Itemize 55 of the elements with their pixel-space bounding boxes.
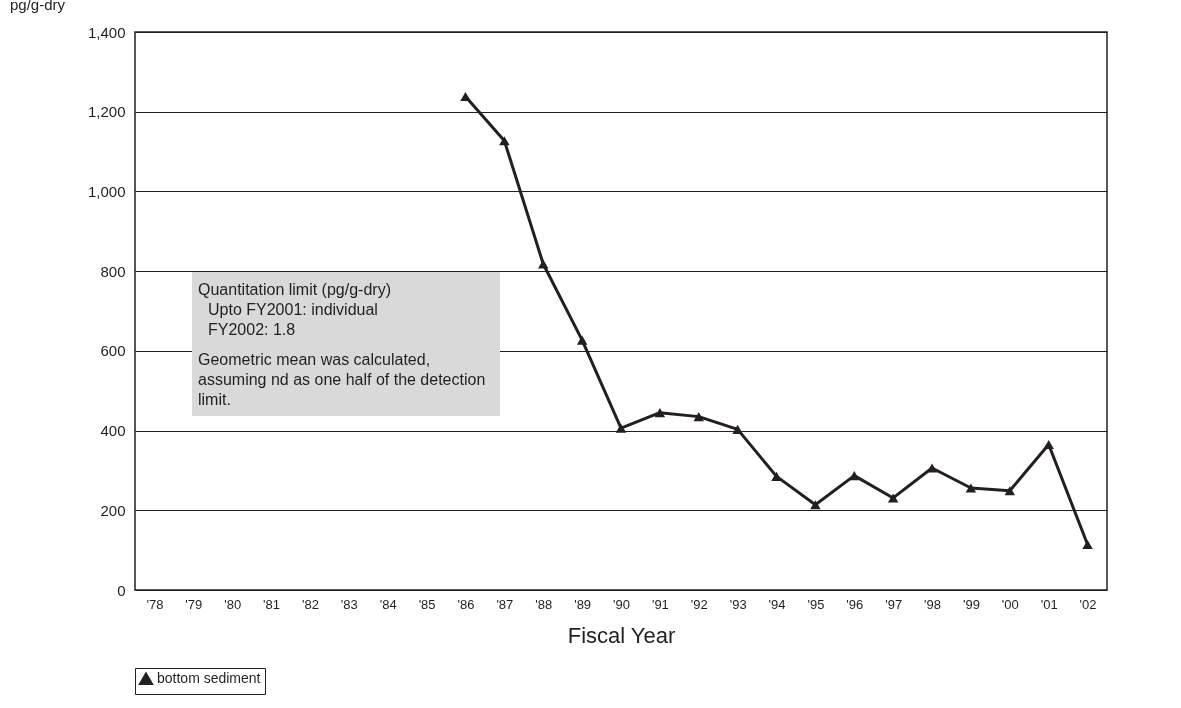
x-tick-label: '78 bbox=[146, 596, 164, 612]
point bbox=[654, 408, 666, 418]
y-tick-label: 1,400 bbox=[87, 23, 126, 41]
x-tick-label: '93 bbox=[729, 596, 747, 612]
point bbox=[732, 424, 743, 434]
x-tick-label: '88 bbox=[535, 596, 553, 612]
x-tick-label: '96 bbox=[846, 596, 864, 612]
x-tick-label: '82 bbox=[301, 596, 319, 612]
legend-label: bottom sediment bbox=[157, 670, 261, 686]
point bbox=[810, 500, 821, 510]
x-tick-label: '90 bbox=[613, 596, 630, 612]
x-tick-label: '99 bbox=[962, 596, 980, 612]
annotation: Quantitation limit (pg/g-dry) bbox=[198, 280, 392, 300]
point bbox=[1043, 439, 1054, 450]
point bbox=[771, 471, 782, 481]
x-tick-label: '02 bbox=[1079, 596, 1097, 612]
y-tick-label: 0 bbox=[117, 581, 126, 599]
y-tick-label: 800 bbox=[100, 262, 126, 280]
x-tick-label: '01 bbox=[1040, 596, 1058, 612]
annotation: Upto FY2001: individual bbox=[207, 300, 379, 320]
x-tick-label: '98 bbox=[924, 596, 942, 612]
x-tick-label: '84 bbox=[379, 596, 397, 612]
point bbox=[576, 335, 588, 345]
annotation: FY2002: 1.8 bbox=[207, 320, 297, 340]
point bbox=[460, 92, 471, 102]
x-tick-label: '92 bbox=[690, 596, 708, 612]
x-tick-label: '91 bbox=[651, 596, 669, 612]
x-tick-label: '87 bbox=[496, 596, 514, 612]
y-tick-label: 400 bbox=[100, 422, 126, 440]
x-tick-label: '79 bbox=[185, 596, 203, 612]
point bbox=[693, 412, 704, 422]
y-tick-label: 1,200 bbox=[87, 103, 126, 121]
point bbox=[1082, 540, 1093, 550]
x-tick-label: '86 bbox=[457, 596, 475, 612]
x-tick-label: '85 bbox=[418, 596, 436, 612]
x-tick-label: '94 bbox=[768, 596, 786, 612]
point bbox=[615, 423, 627, 433]
point bbox=[538, 259, 549, 269]
point bbox=[499, 136, 510, 146]
x-tick-label: '83 bbox=[340, 596, 358, 612]
point bbox=[1004, 486, 1016, 496]
x-tick-label: '81 bbox=[263, 596, 281, 612]
annotation: Geometric mean was calculated, assuming nd as one half of the detection limit. bbox=[198, 350, 487, 410]
point bbox=[965, 483, 977, 493]
point bbox=[849, 471, 860, 481]
x-axis-title: Fiscal Year bbox=[567, 622, 676, 648]
x-tick-label: '95 bbox=[807, 596, 825, 612]
y-tick-label: 200 bbox=[100, 501, 126, 519]
x-tick-label: '97 bbox=[885, 596, 903, 612]
y-tick-label: 1,000 bbox=[87, 182, 126, 200]
y-tick-label: 600 bbox=[100, 342, 126, 360]
x-tick-label: '80 bbox=[224, 596, 242, 612]
point bbox=[887, 493, 899, 503]
x-tick-label: '89 bbox=[574, 596, 592, 612]
x-tick-label: '00 bbox=[1001, 596, 1019, 612]
